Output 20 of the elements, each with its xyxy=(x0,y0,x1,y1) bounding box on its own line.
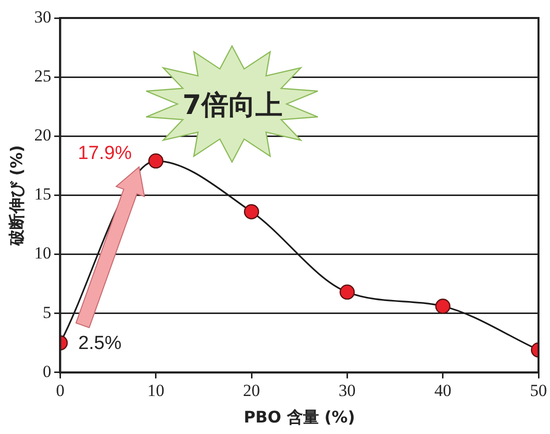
annotation: 2.5% xyxy=(78,332,122,355)
y-axis-title: 破断伸び (%) xyxy=(6,145,26,246)
y-tick-label: 5 xyxy=(42,302,52,322)
annotation: 17.9% xyxy=(78,142,132,165)
y-tick-label: 0 xyxy=(42,362,52,381)
x-axis-title: PBO 含量 (%) xyxy=(244,408,356,427)
x-tick-label: 30 xyxy=(338,381,356,400)
y-tick-label: 25 xyxy=(34,66,52,86)
y-tick-label: 20 xyxy=(34,126,52,145)
point xyxy=(244,204,260,220)
y-tick-label: 10 xyxy=(34,244,52,263)
y-tick-label: 30 xyxy=(34,7,52,26)
point xyxy=(340,284,355,300)
y-tick-label: 15 xyxy=(34,184,52,204)
annotation: 7倍向上 xyxy=(181,89,284,124)
x-tick-label: 40 xyxy=(434,381,452,400)
x-tick-label: 10 xyxy=(147,381,164,400)
x-tick-label: 20 xyxy=(243,381,260,400)
x-tick-label: 0 xyxy=(56,381,64,400)
x-tick-label: 50 xyxy=(530,381,547,400)
